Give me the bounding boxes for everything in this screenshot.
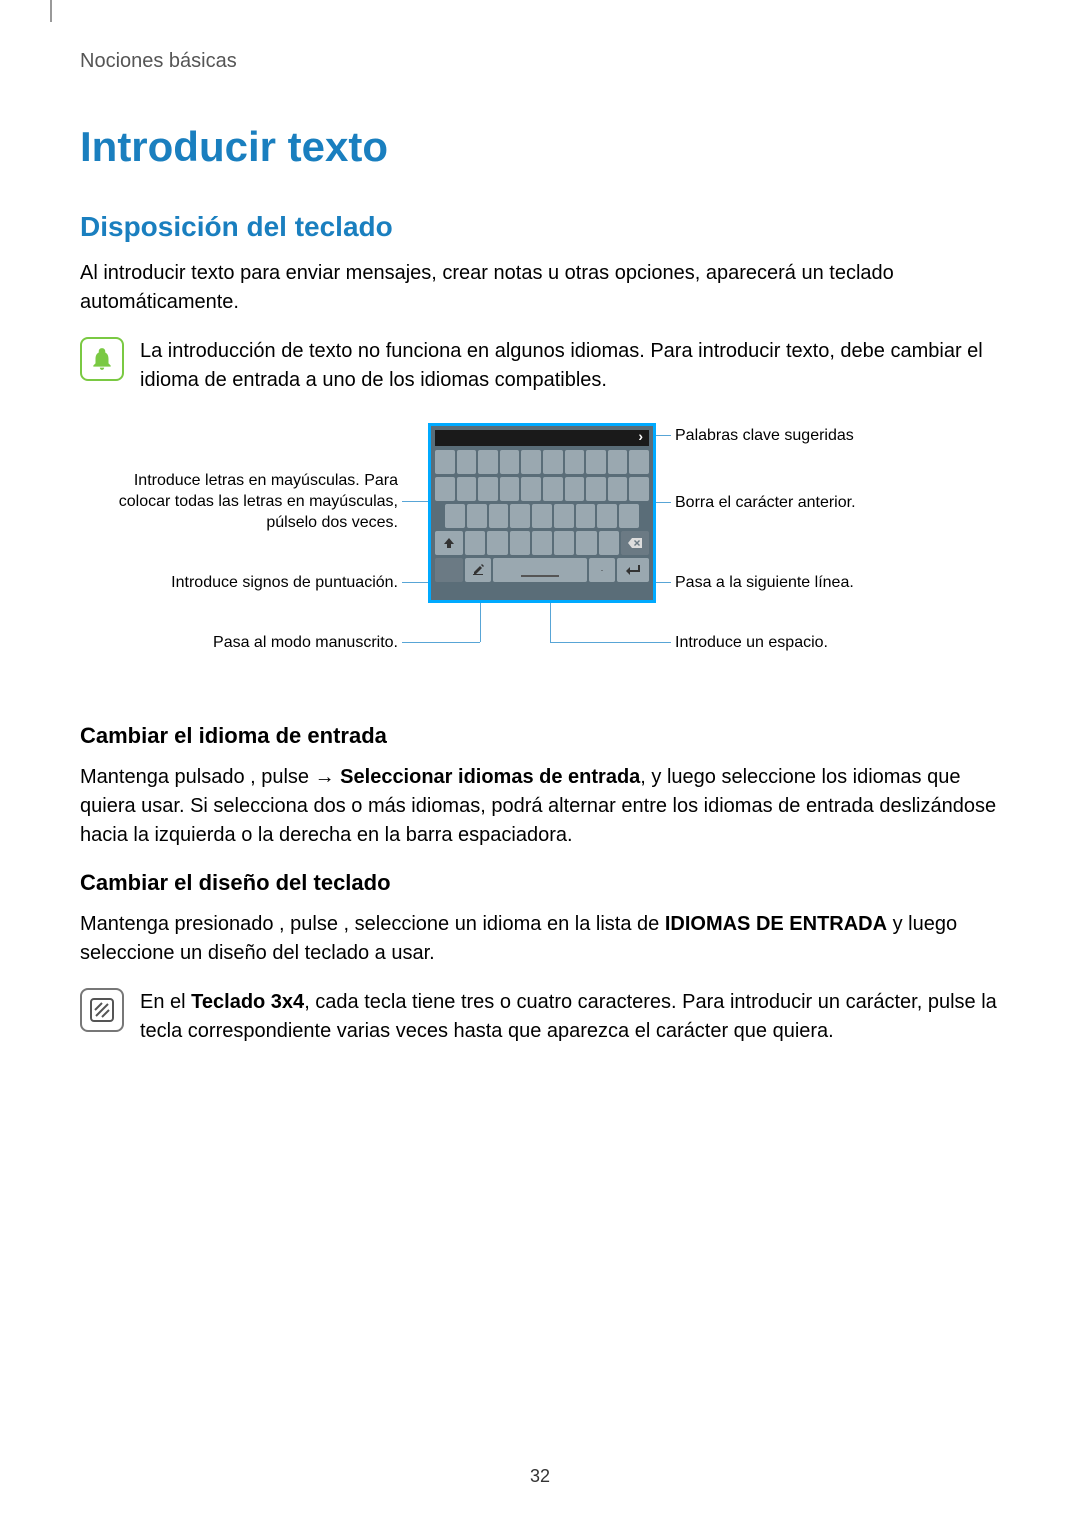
enter-key bbox=[617, 558, 649, 582]
key-row-1 bbox=[435, 450, 649, 474]
section-title: Disposición del teclado bbox=[80, 211, 1000, 243]
backspace-key bbox=[621, 531, 649, 555]
text-fragment: Mantenga presionado , pulse , seleccione… bbox=[80, 913, 665, 935]
bold-text: Seleccionar idiomas de entrada bbox=[340, 766, 640, 788]
callout-handwriting: Pasa al modo manuscrito. bbox=[80, 633, 398, 654]
page-number: 32 bbox=[530, 1466, 550, 1487]
breadcrumb: Nociones básicas bbox=[80, 50, 1000, 73]
note-text: En el Teclado 3x4, cada tecla tiene tres… bbox=[140, 988, 1000, 1046]
key-row-2 bbox=[435, 477, 649, 501]
bell-icon bbox=[89, 346, 115, 372]
callout-suggestions: Palabras clave sugeridas bbox=[675, 426, 995, 447]
period-key: · bbox=[589, 558, 615, 582]
intro-paragraph: Al introducir texto para enviar mensajes… bbox=[80, 259, 1000, 317]
key-row-3 bbox=[435, 504, 649, 528]
text-fragment: Mantenga pulsado , pulse → bbox=[80, 766, 340, 788]
space-key bbox=[493, 558, 587, 582]
leader-line bbox=[656, 435, 671, 436]
main-title: Introducir texto bbox=[80, 123, 1000, 171]
subsection-change-language-title: Cambiar el idioma de entrada bbox=[80, 723, 1000, 749]
shift-key bbox=[435, 531, 463, 555]
suggestion-bar bbox=[435, 430, 649, 446]
text-fragment: En el bbox=[140, 991, 191, 1013]
leader-line bbox=[550, 642, 671, 643]
callout-shift: Introduce letras en mayúsculas. Para col… bbox=[80, 471, 398, 533]
subsection-change-layout-text: Mantenga presionado , pulse , seleccione… bbox=[80, 910, 1000, 968]
note-icon-box bbox=[80, 337, 124, 381]
subsection-change-layout-title: Cambiar el diseño del teclado bbox=[80, 870, 1000, 896]
bold-text: Teclado 3x4 bbox=[191, 991, 304, 1013]
bold-text: IDIOMAS DE ENTRADA bbox=[665, 913, 887, 935]
note-info-icon bbox=[88, 996, 116, 1024]
keyboard-frame: · bbox=[428, 423, 656, 603]
callout-enter: Pasa a la siguiente línea. bbox=[675, 573, 995, 594]
key-row-4 bbox=[435, 531, 649, 555]
note-3x4-keyboard: En el Teclado 3x4, cada tecla tiene tres… bbox=[80, 988, 1000, 1046]
handwriting-key bbox=[465, 558, 491, 582]
note-language-warning: La introducción de texto no funciona en … bbox=[80, 337, 1000, 395]
callout-backspace: Borra el carácter anterior. bbox=[675, 493, 995, 514]
key-row-5: · bbox=[435, 558, 649, 582]
note-text: La introducción de texto no funciona en … bbox=[140, 337, 1000, 395]
note-icon-box bbox=[80, 988, 124, 1032]
symbols-key bbox=[435, 558, 463, 582]
callout-symbols: Introduce signos de puntuación. bbox=[80, 573, 398, 594]
subsection-change-language-text: Mantenga pulsado , pulse → Seleccionar i… bbox=[80, 763, 1000, 850]
page-content: Nociones básicas Introducir texto Dispos… bbox=[0, 0, 1080, 1114]
keyboard-diagram: Introduce letras en mayúsculas. Para col… bbox=[80, 423, 1000, 683]
callout-space: Introduce un espacio. bbox=[675, 633, 995, 654]
leader-line bbox=[402, 642, 480, 643]
